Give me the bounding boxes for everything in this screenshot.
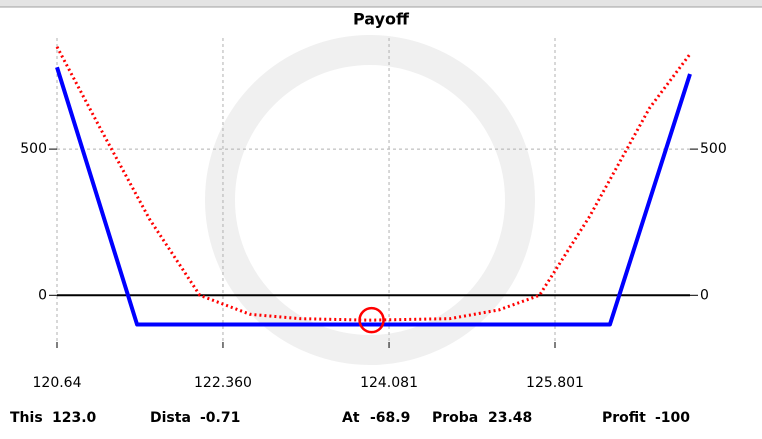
y-tick-label: 0 (38, 287, 47, 303)
footer-value: -0.71 (200, 410, 240, 426)
x-tick-label: 125.801 (526, 375, 584, 391)
x-tick-label: 122.360 (194, 375, 252, 391)
footer-label: Proba (432, 410, 478, 426)
y2-tick-label: 500 (700, 141, 727, 157)
chart: Payoff This 123.0 Dista -0.71 At -68.9 Proba 23… (0, 0, 762, 439)
y-tick-label: 500 (20, 141, 47, 157)
footer-label: Profit (602, 410, 646, 426)
footer-value: -100 (655, 410, 690, 426)
top-strip (0, 0, 762, 7)
footer-value: 23.48 (488, 410, 532, 426)
chart-title: Payoff (353, 10, 410, 29)
footer-label: This (10, 410, 43, 426)
footer-value: 123.0 (52, 410, 97, 426)
x-tick-label: 124.081 (360, 375, 418, 391)
footer-label: At (342, 410, 360, 426)
y2-tick-label: 0 (700, 287, 709, 303)
footer-label: Dista (150, 410, 191, 426)
footer-value: -68.9 (370, 410, 410, 426)
background (0, 0, 762, 439)
x-tick-label: 120.64 (33, 375, 82, 391)
